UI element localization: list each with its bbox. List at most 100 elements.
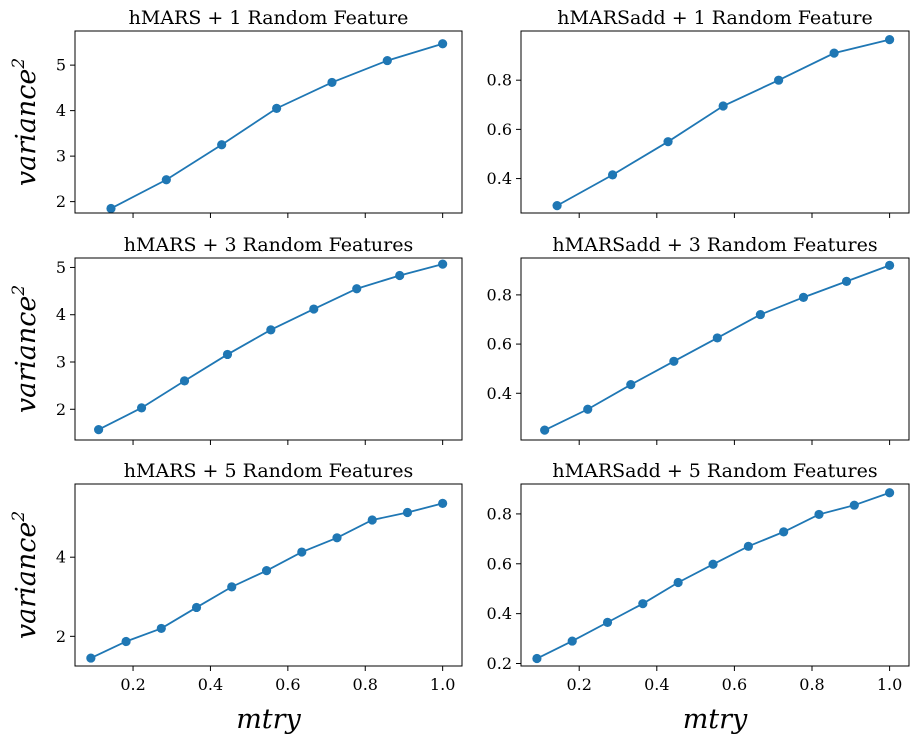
y-axis-label: variance2 [9,285,42,413]
data-point [438,498,448,508]
data-point [885,35,895,45]
y-tick-label: 5 [56,56,66,75]
y-tick-label: 4 [56,548,66,567]
data-point [669,356,679,366]
data-point [266,325,276,335]
x-tick-label: 0.2 [566,675,591,694]
y-tick-label: 0.4 [487,604,512,623]
data-point [583,404,593,414]
panel-title: hMARS + 3 Random Features [124,234,414,256]
y-axis-label-text: variance2 [9,285,42,413]
data-point [227,582,237,592]
y-tick-label: 3 [56,353,66,372]
y-tick-label: 2 [56,400,66,419]
plot-frame [74,257,463,441]
y-axis-label-superscript: 2 [9,58,29,70]
data-point [755,309,765,320]
data-point [814,509,824,520]
y-axis-label-superscript: 2 [9,285,29,297]
data-point [743,541,753,551]
y-axis-label-text: variance2 [9,58,42,186]
y-tick-label: 5 [56,258,66,277]
y-tick-label: 3 [56,147,66,166]
y-axis-label-text: variance2 [9,511,42,639]
data-point [272,103,282,113]
data-point [663,137,673,147]
data-point [567,636,577,646]
plot-area: 2 3 4 5 [56,39,448,218]
data-point [602,617,613,627]
plot-area: 0.4 0.6 0.8 [487,260,895,445]
y-tick-label: 2 [56,627,66,646]
panel-hmars-5: hMARS + 5 Random Features variance2 240.… [9,460,463,735]
x-tick-label: 0.8 [353,675,378,694]
y-axis-label-base: variance [11,522,42,639]
data-point [161,175,171,185]
data-point [222,349,233,360]
y-tick-label: 0.4 [487,384,512,403]
data-point [885,488,895,498]
data-point [395,270,405,281]
data-point [438,39,448,49]
data-point [718,101,728,111]
data-point [638,599,648,609]
y-axis-label-base: variance [11,69,42,186]
series-line [536,491,890,660]
data-point [438,259,448,269]
data-point [217,140,227,150]
y-axis-label-superscript: 2 [9,511,29,523]
panel-hmarsadd-1: hMARSadd + 1 Random Feature 0.4 0.6 0.8 [487,7,910,218]
y-tick-label: 2 [56,192,66,211]
x-tick-label: 0.4 [644,675,669,694]
x-tick-label: 0.2 [120,675,145,694]
plot-area: 0.2 0.4 0.6 0.8 0.2 0.4 0.6 0.8 1.0 mtry [487,488,902,735]
data-point [327,77,337,88]
data-point [309,304,319,314]
y-tick-label: 0.8 [487,504,512,523]
data-point [708,559,718,569]
data-point [94,425,104,435]
data-point [849,500,859,510]
data-point [136,403,147,413]
data-point [261,566,272,576]
plot-frame [520,257,910,441]
data-point [297,547,307,557]
series-line [110,42,443,210]
x-tick-label: 0.8 [799,675,824,694]
data-point [540,425,550,435]
x-tick-label: 1.0 [877,675,902,694]
panel-title: hMARS + 1 Random Feature [129,7,409,29]
data-point [779,527,789,537]
data-point [352,284,362,294]
data-point [367,515,377,525]
data-point [673,577,683,588]
plot-area: 0.4 0.6 0.8 [487,35,895,218]
panel-title: hMARSadd + 1 Random Feature [557,7,872,29]
plot-area: 2 4 0.2 0.4 0.6 0.8 1.0 mtry [56,498,455,735]
panel-title: hMARSadd + 5 Random Features [552,460,877,482]
data-point [829,48,839,58]
plot-area: 2 3 4 5 [56,258,448,445]
y-tick-label: 0.4 [487,169,512,188]
plot-frame [520,483,910,667]
data-point [552,201,562,211]
x-axis-label: mtry [683,704,748,735]
y-tick-label: 4 [56,305,66,324]
y-tick-label: 4 [56,101,66,120]
y-axis-label: variance2 [9,58,42,186]
data-point [607,170,618,180]
x-tick-label: 1.0 [430,675,455,694]
series-line [544,264,890,431]
data-point [332,533,342,543]
plot-frame [74,30,463,214]
data-point [191,602,202,613]
panel-title: hMARSadd + 3 Random Features [552,234,877,256]
data-point [179,376,190,386]
y-tick-label: 0.8 [487,285,512,304]
y-axis-label-base: variance [11,296,42,413]
y-tick-label: 0.2 [487,654,512,673]
y-tick-label: 0.6 [487,120,512,139]
data-point [841,276,852,286]
